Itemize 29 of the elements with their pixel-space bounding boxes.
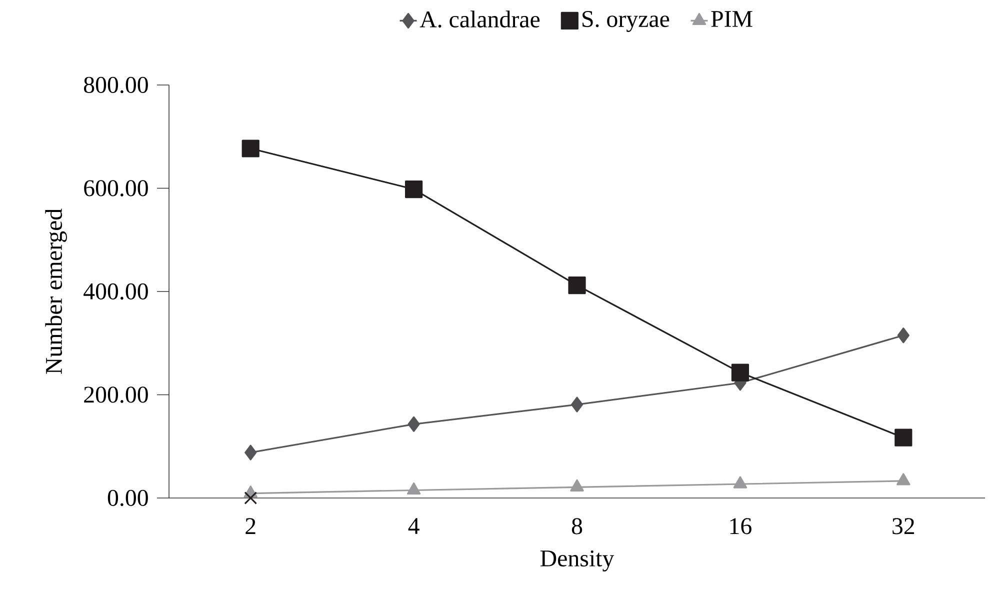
x-axis-title: Density <box>540 550 614 572</box>
x-tick-label: 2 <box>246 518 256 534</box>
point <box>894 428 912 446</box>
point <box>570 479 584 492</box>
point <box>733 476 748 488</box>
legend-label: PIM <box>711 11 752 27</box>
point <box>244 492 258 504</box>
point <box>242 140 260 158</box>
x-tick-label: 16 <box>730 518 752 534</box>
y-axis-title: Number emerged <box>45 208 67 374</box>
y-tick-label: 200.00 <box>84 386 148 403</box>
point <box>896 473 910 486</box>
y-tick-label: 600.00 <box>84 180 148 196</box>
y-tick-label: 800.00 <box>84 76 148 94</box>
point <box>405 180 423 198</box>
point <box>897 328 910 344</box>
legend-label: S. oryzae <box>582 11 670 32</box>
point <box>406 482 421 495</box>
x-tick-label: 32 <box>892 518 914 534</box>
point <box>570 396 584 412</box>
point <box>568 276 586 294</box>
x-tick-label: 4 <box>408 518 420 534</box>
x-tick-label: 8 <box>572 518 582 534</box>
point <box>244 444 257 460</box>
y-tick-label: 0.00 <box>108 490 148 506</box>
point <box>408 416 420 432</box>
legend-label: A. calandrae <box>420 10 540 28</box>
y-tick-label: 400.00 <box>84 283 148 300</box>
point <box>731 364 750 382</box>
